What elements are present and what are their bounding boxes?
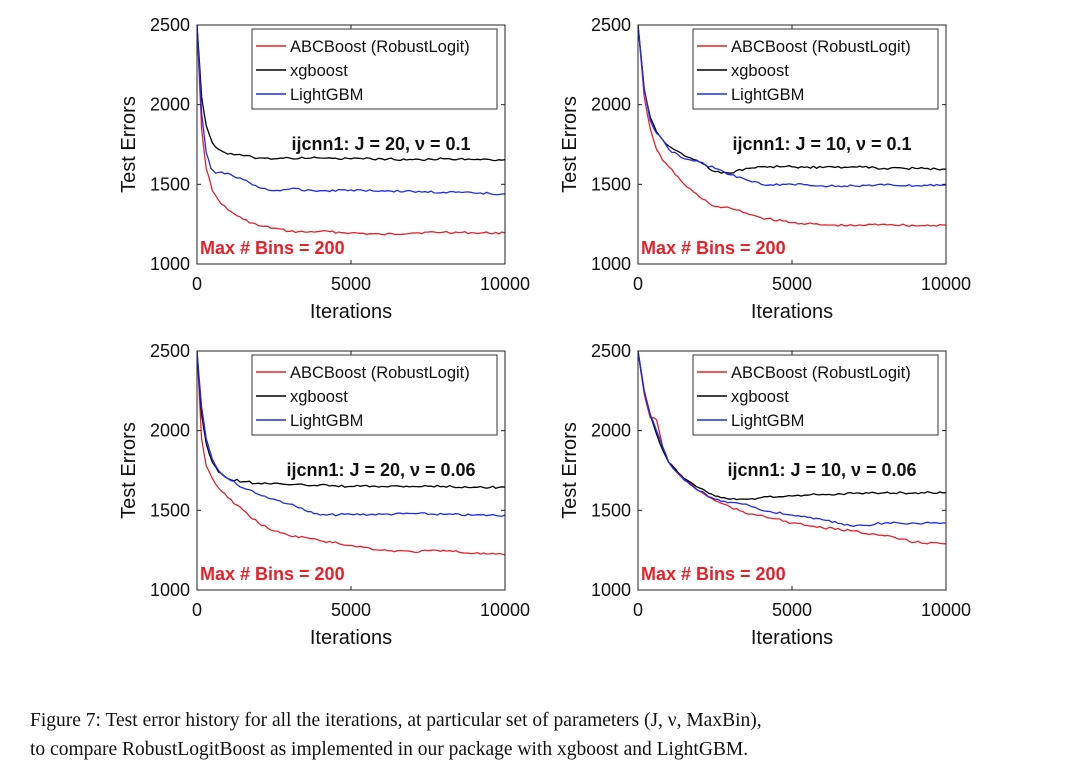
legend-entry: LightGBM (290, 412, 363, 430)
chart-panel-2: 0 5000 10000 1000 1500 2000 2500 Iterations Test… (559, 15, 971, 323)
series-line-lightgbm (197, 25, 505, 196)
y-axis-label: Test Errors (118, 422, 140, 519)
y-tick-label: 1000 (591, 580, 631, 600)
legend-entry: xgboost (290, 62, 348, 80)
x-tick-label: 10000 (921, 274, 971, 294)
series-group (197, 25, 505, 236)
y-tick-label: 1500 (591, 174, 631, 194)
chart-panel-3: 0 5000 10000 1000 1500 2000 2500 Iterations Test… (118, 341, 530, 649)
y-tick-label: 2000 (591, 421, 631, 441)
x-tick-label: 5000 (331, 274, 371, 294)
legend-entry: LightGBM (731, 86, 804, 104)
series-group (197, 351, 505, 556)
legend-entry: xgboost (731, 388, 789, 406)
y-axis-label: Test Errors (559, 96, 581, 193)
legend-entry: ABCBoost (RobustLogit) (731, 38, 911, 56)
x-tick-label: 5000 (772, 600, 812, 620)
max-bins-annotation: Max # Bins = 200 (641, 238, 786, 258)
x-tick-label: 0 (633, 600, 643, 620)
y-tick-label: 2500 (150, 15, 190, 35)
x-axis-label: Iterations (751, 627, 833, 649)
series-line-abcboost-robustlogit (197, 351, 505, 556)
legend-entry: xgboost (731, 62, 789, 80)
y-axis-label: Test Errors (559, 422, 581, 519)
chart-panel-1: 0 5000 10000 1000 1500 2000 2500 Iterations Test… (118, 15, 530, 323)
legend: ABCBoost (RobustLogit) xgboost LightGBM (692, 354, 939, 436)
figure-caption: Figure 7: Test error history for all the… (30, 706, 1060, 764)
legend-entry: LightGBM (290, 86, 363, 104)
y-tick-label: 1500 (150, 500, 190, 520)
series-line-xgboost (638, 25, 946, 174)
max-bins-annotation: Max # Bins = 200 (200, 564, 345, 584)
legend: ABCBoost (RobustLogit) xgboost LightGBM (251, 354, 498, 436)
series-line-xgboost (197, 25, 505, 162)
legend-box (692, 28, 939, 110)
legend: ABCBoost (RobustLogit) xgboost LightGBM (692, 28, 939, 110)
series-line-lightgbm (197, 351, 505, 517)
y-tick-label: 2500 (591, 15, 631, 35)
x-axis-label: Iterations (310, 301, 392, 323)
legend: ABCBoost (RobustLogit) xgboost LightGBM (251, 28, 498, 110)
chart-title: ijcnn1: J = 20, ν = 0.06 (286, 460, 475, 480)
x-tick-label: 0 (192, 274, 202, 294)
x-tick-label: 10000 (921, 600, 971, 620)
legend-box (251, 28, 498, 110)
series-group (638, 25, 946, 228)
x-tick-label: 10000 (480, 274, 530, 294)
chart-title: ijcnn1: J = 20, ν = 0.1 (291, 134, 470, 154)
caption-line-1: Figure 7: Test error history for all the… (30, 710, 762, 731)
legend-box (251, 354, 498, 436)
series-group (638, 351, 946, 545)
legend-entry: ABCBoost (RobustLogit) (731, 364, 911, 382)
x-axis-label: Iterations (751, 301, 833, 323)
legend-entry: ABCBoost (RobustLogit) (290, 38, 470, 56)
x-tick-label: 5000 (331, 600, 371, 620)
series-line-abcboost-robustlogit (638, 25, 946, 228)
y-tick-label: 2500 (150, 341, 190, 361)
y-tick-label: 2500 (591, 341, 631, 361)
caption-line-2: to compare RobustLogitBoost as implement… (30, 739, 749, 760)
series-line-lightgbm (638, 25, 946, 188)
y-tick-label: 2000 (150, 95, 190, 115)
y-tick-label: 1500 (150, 174, 190, 194)
y-tick-label: 1000 (591, 254, 631, 274)
legend-entry: xgboost (290, 388, 348, 406)
x-tick-label: 5000 (772, 274, 812, 294)
x-tick-label: 10000 (480, 600, 530, 620)
chart-panel-4: 0 5000 10000 1000 1500 2000 2500 Iterations Test… (559, 341, 971, 649)
y-tick-label: 1500 (591, 500, 631, 520)
figure-panel-grid: 0 5000 100001000150020002500IterationsTest… (118, 15, 971, 649)
y-tick-label: 1000 (150, 580, 190, 600)
y-tick-label: 1000 (150, 254, 190, 274)
y-tick-label: 2000 (591, 95, 631, 115)
y-axis-label: Test Errors (118, 96, 140, 193)
x-tick-label: 0 (192, 600, 202, 620)
x-tick-label: 0 (633, 274, 643, 294)
chart-title: ijcnn1: J = 10, ν = 0.06 (727, 460, 916, 480)
legend-entry: LightGBM (731, 412, 804, 430)
series-line-xgboost (638, 351, 946, 501)
x-axis-label: Iterations (310, 627, 392, 649)
series-line-abcboost-robustlogit (197, 25, 505, 236)
max-bins-annotation: Max # Bins = 200 (641, 564, 786, 584)
y-tick-label: 2000 (150, 421, 190, 441)
max-bins-annotation: Max # Bins = 200 (200, 238, 345, 258)
legend-box (692, 354, 939, 436)
series-line-xgboost (197, 351, 505, 490)
legend-entry: ABCBoost (RobustLogit) (290, 364, 470, 382)
series-line-lightgbm (638, 351, 946, 527)
series-line-abcboost-robustlogit (638, 351, 946, 545)
chart-title: ijcnn1: J = 10, ν = 0.1 (732, 134, 911, 154)
